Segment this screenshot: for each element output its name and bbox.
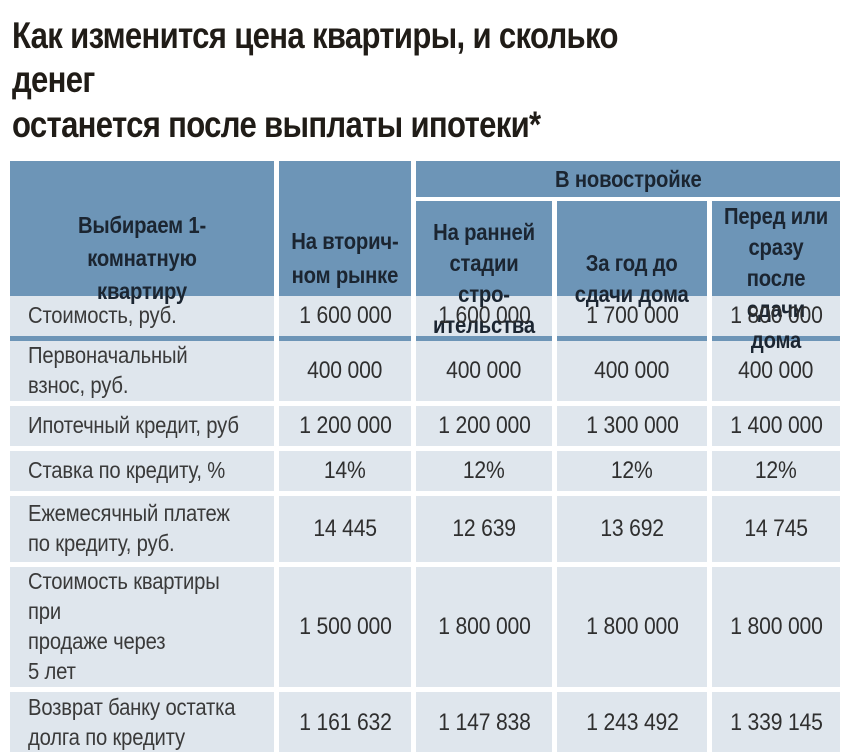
value-cell: 1 400 000 — [712, 405, 840, 446]
cell-value: 400 000 — [307, 357, 383, 385]
column-header-at-delivery-text: Перед или сразу после сдачи дома — [723, 203, 829, 354]
column-header-at-delivery: Перед или сразу после сдачи дома — [712, 201, 840, 357]
value-cell: 1 339 145 — [712, 691, 840, 752]
value-cell: 400 000 — [557, 341, 707, 401]
value-cell: 12 639 — [416, 495, 552, 562]
cell-value: 400 000 — [738, 357, 814, 385]
value-cell: 14 745 — [712, 495, 840, 562]
cell-value: 12 639 — [452, 514, 516, 542]
cell-value: 1 200 000 — [437, 411, 531, 439]
column-header-apartment-choice-text: Выбираем 1-комнатную квартиру — [77, 211, 207, 305]
cell-value: 12% — [611, 456, 653, 484]
table-header-row: Выбираем 1-комнатную квартиру На вторич-… — [10, 161, 840, 357]
cell-value: 400 000 — [446, 357, 522, 385]
value-cell: 1 161 632 — [279, 691, 411, 752]
cell-value: 400 000 — [594, 357, 670, 385]
cell-value: 14 745 — [744, 514, 808, 542]
value-cell: 13 692 — [557, 495, 707, 562]
row-label-cell: Стоимость квартиры при продаже через 5 л… — [10, 566, 274, 687]
row-label-cell: Ежемесячный платеж по кредиту, руб. — [10, 495, 274, 562]
cell-value: 1 147 838 — [437, 708, 531, 736]
value-cell: 400 000 — [712, 341, 840, 401]
mortgage-comparison-table: Выбираем 1-комнатную квартиру На вторич-… — [10, 161, 840, 752]
row-label-cell: Возврат банку остатка долга по кредиту — [10, 691, 274, 752]
cell-value: 13 692 — [600, 514, 664, 542]
value-cell: 1 200 000 — [279, 405, 411, 446]
cell-value: 1 200 000 — [298, 411, 392, 439]
row-label: Стоимость квартиры при продаже через 5 л… — [28, 567, 220, 684]
value-cell: 12% — [416, 450, 552, 491]
value-cell: 1 600 000 — [279, 296, 411, 337]
value-cell: 1 800 000 — [557, 566, 707, 687]
value-cell: 400 000 — [416, 341, 552, 401]
value-cell: 1 500 000 — [279, 566, 411, 687]
group-header-newbuild: В новостройке — [416, 161, 840, 198]
value-cell: 1 243 492 — [557, 691, 707, 752]
value-cell: 1 200 000 — [416, 405, 552, 446]
cell-value: 1 800 000 — [729, 302, 823, 330]
cell-value: 1 600 000 — [437, 302, 531, 330]
cell-value: 1 300 000 — [585, 411, 679, 439]
value-cell: 1 147 838 — [416, 691, 552, 752]
value-cell: 12% — [557, 450, 707, 491]
row-label: Стоимость, руб. — [28, 302, 177, 329]
cell-value: 1 400 000 — [729, 411, 823, 439]
cell-value: 1 800 000 — [585, 612, 679, 640]
table-row-monthly-payment: Ежемесячный платеж по кредиту, руб. 14 4… — [10, 495, 840, 562]
page-title: Как изменится цена квартиры, и сколько д… — [0, 0, 847, 147]
table-row-price: Стоимость, руб. 1 600 000 1 600 000 1 70… — [10, 296, 840, 337]
value-cell: 1 600 000 — [416, 296, 552, 337]
cell-value: 14 445 — [313, 514, 377, 542]
table-row-resale-price: Стоимость квартиры при продаже через 5 л… — [10, 566, 840, 687]
cell-value: 1 500 000 — [298, 612, 392, 640]
row-label: Возврат банку остатка долга по кредиту — [28, 693, 236, 750]
cell-value: 1 161 632 — [298, 708, 392, 736]
table-row-rate: Ставка по кредиту, % 14% 12% 12% 12% — [10, 450, 840, 491]
cell-value: 14% — [324, 456, 366, 484]
column-header-early-stage-text: На ранней стадии стро- ительства — [433, 218, 535, 338]
cell-value: 1 800 000 — [729, 612, 823, 640]
cell-value: 12% — [463, 456, 505, 484]
row-label: Первоначальный взнос, руб. — [28, 342, 188, 399]
value-cell: 1 800 000 — [416, 566, 552, 687]
column-header-early-stage: На ранней стадии стро- ительства — [416, 201, 552, 357]
cell-value: 1 600 000 — [298, 302, 392, 330]
cell-value: 1 339 145 — [729, 708, 823, 736]
row-label: Ежемесячный платеж по кредиту, руб. — [28, 500, 230, 556]
table-row-down-payment: Первоначальный взнос, руб. 400 000 400 0… — [10, 341, 840, 401]
table-row-loan: Ипотечный кредит, руб 1 200 000 1 200 00… — [10, 405, 840, 446]
row-label-cell: Стоимость, руб. — [10, 296, 274, 337]
value-cell: 12% — [712, 450, 840, 491]
row-label-cell: Ставка по кредиту, % — [10, 450, 274, 491]
value-cell: 400 000 — [279, 341, 411, 401]
row-label: Ставка по кредиту, % — [28, 457, 226, 483]
cell-value: 12% — [755, 456, 797, 484]
value-cell: 1 800 000 — [712, 296, 840, 337]
cell-value: 1 243 492 — [585, 708, 679, 736]
column-header-secondary-market-text: На вторич- ном рынке — [291, 228, 399, 288]
row-label-cell: Ипотечный кредит, руб — [10, 405, 274, 446]
cell-value: 1 700 000 — [585, 302, 679, 330]
table-row-bank-repayment: Возврат банку остатка долга по кредиту 1… — [10, 691, 840, 752]
row-label-cell: Первоначальный взнос, руб. — [10, 341, 274, 401]
value-cell: 1 700 000 — [557, 296, 707, 337]
page-title-text: Как изменится цена квартиры, и сколько д… — [12, 15, 618, 145]
value-cell: 14% — [279, 450, 411, 491]
cell-value: 1 800 000 — [437, 612, 531, 640]
value-cell: 1 300 000 — [557, 405, 707, 446]
value-cell: 1 800 000 — [712, 566, 840, 687]
value-cell: 14 445 — [279, 495, 411, 562]
group-header-newbuild-text: В новостройке — [554, 165, 702, 192]
column-header-year-before-delivery-text: За год до сдачи дома — [575, 249, 689, 307]
row-label: Ипотечный кредит, руб — [28, 412, 239, 438]
